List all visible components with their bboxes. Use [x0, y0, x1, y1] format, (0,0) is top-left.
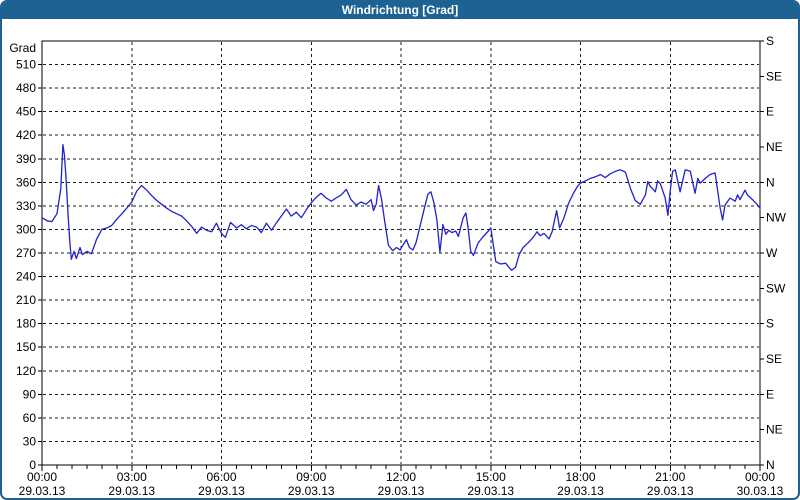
y-axis-tick-label: 360	[16, 175, 36, 189]
y-axis-tick-label: 480	[16, 81, 36, 95]
compass-tick-label: E	[766, 387, 774, 401]
y-axis-tick-label: 30	[23, 434, 37, 448]
compass-tick-label: NE	[766, 140, 783, 154]
compass-tick-label: S	[766, 317, 774, 331]
window-title: Windrichtung [Grad]	[341, 3, 459, 17]
x-axis-date-label: 29.03.13	[288, 484, 335, 498]
wind-direction-line	[41, 143, 761, 271]
y-axis-tick-label: 120	[16, 364, 36, 378]
y-axis-tick-label: 390	[16, 152, 36, 166]
y-axis-tick-label: 450	[16, 105, 36, 119]
y-axis-tick-label: 0	[29, 458, 36, 472]
x-axis-time-label: 18:00	[565, 470, 595, 484]
compass-tick-label: SW	[766, 281, 786, 295]
window-titlebar: Windrichtung [Grad]	[2, 2, 798, 19]
y-axis-tick-label: 270	[16, 246, 36, 260]
x-axis-date-label: 30.03.13	[737, 484, 784, 498]
y-axis-tick-label: 90	[23, 387, 37, 401]
x-axis-time-label: 15:00	[476, 470, 506, 484]
compass-tick-label: N	[766, 458, 775, 472]
x-axis-date-label: 29.03.13	[557, 484, 604, 498]
x-axis-date-label: 29.03.13	[467, 484, 514, 498]
y-axis-tick-label: 240	[16, 270, 36, 284]
x-axis-date-label: 29.03.13	[647, 484, 694, 498]
compass-tick-label: N	[766, 175, 775, 189]
x-axis-date-label: 29.03.13	[378, 484, 425, 498]
y-axis-tick-label: 300	[16, 222, 36, 236]
compass-tick-label: S	[766, 34, 774, 48]
x-axis-time-label: 00:00	[27, 470, 57, 484]
compass-tick-label: NW	[766, 211, 787, 225]
compass-tick-label: E	[766, 105, 774, 119]
y-axis-tick-label: 510	[16, 58, 36, 72]
x-axis-date-label: 29.03.13	[108, 484, 155, 498]
x-axis-time-label: 00:00	[745, 470, 775, 484]
y-axis-tick-label: 180	[16, 317, 36, 331]
x-axis-time-label: 09:00	[296, 470, 326, 484]
x-axis-time-label: 21:00	[655, 470, 685, 484]
y-axis-tick-label: 60	[23, 411, 37, 425]
compass-tick-label: NE	[766, 423, 783, 437]
x-axis-time-label: 03:00	[117, 470, 147, 484]
y-axis-tick-label: 150	[16, 340, 36, 354]
y-axis-tick-label: 330	[16, 199, 36, 213]
y-axis-tick-label: 420	[16, 128, 36, 142]
y-axis-title: Grad	[9, 41, 36, 55]
y-axis-tick-label: 210	[16, 293, 36, 307]
x-axis-date-label: 29.03.13	[19, 484, 66, 498]
compass-tick-label: SE	[766, 69, 782, 83]
x-axis-time-label: 06:00	[206, 470, 236, 484]
x-axis-time-label: 12:00	[386, 470, 416, 484]
compass-tick-label: W	[766, 246, 778, 260]
chart-area: 0 30 60 90 120 150 180 210 240 270 300 330 360 390 420…	[2, 19, 798, 498]
compass-tick-label: SE	[766, 352, 782, 366]
wind-direction-chart: 0 30 60 90 120 150 180 210 240 270 300 330 360 390 420…	[9, 34, 787, 498]
x-axis-date-label: 29.03.13	[198, 484, 245, 498]
